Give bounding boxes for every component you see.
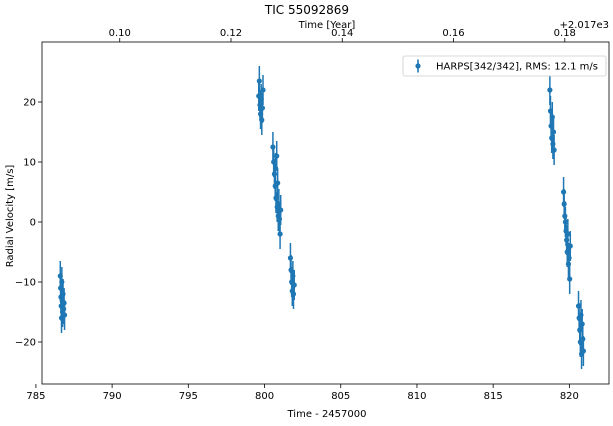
- top-tick-label: 0.10: [109, 28, 131, 39]
- top-axis-label: Time [Year]: [298, 20, 356, 31]
- data-marker: [290, 291, 297, 297]
- x-tick-label: 815: [484, 391, 503, 402]
- x-tick-label: 805: [331, 391, 350, 402]
- top-tick-label: 0.14: [331, 28, 353, 39]
- legend-box: [402, 55, 607, 77]
- data-marker: [565, 231, 571, 237]
- data-marker: [271, 171, 278, 177]
- y-tick-label: 0: [30, 218, 36, 229]
- data-marker: [278, 207, 284, 213]
- data-marker: [270, 144, 276, 150]
- top-tick-label: 0.12: [220, 28, 242, 39]
- y-axis-label: Radial Velocity [m/s]: [5, 165, 16, 268]
- x-tick-label: 800: [255, 391, 274, 402]
- data-marker: [260, 87, 266, 93]
- data-marker: [547, 87, 553, 93]
- data-point: [61, 300, 68, 330]
- legend-rms: 12.1 m/s: [554, 62, 598, 73]
- data-point: [551, 135, 557, 165]
- data-marker: [259, 105, 265, 111]
- data-marker: [567, 243, 573, 249]
- x-tick-label: 790: [103, 391, 122, 402]
- data-point: [565, 219, 571, 249]
- data-point: [291, 270, 297, 300]
- data-marker: [567, 276, 573, 282]
- axes-group: 785 790 795 800 805 810 815 820 −20 −10 0 10 20 0.10 0…: [15, 28, 579, 402]
- data-marker: [61, 312, 68, 318]
- data-point: [260, 75, 266, 105]
- x-tick-label: 810: [407, 391, 426, 402]
- data-marker: [275, 180, 281, 186]
- data-point: [567, 231, 573, 261]
- x-tick-label: 820: [560, 391, 579, 402]
- plot-frame: [41, 41, 610, 385]
- top-axis-offset: +2.017e3: [559, 20, 609, 31]
- y-tick-label: −10: [15, 278, 36, 289]
- data-marker: [551, 147, 557, 153]
- y-tick-label: 20: [23, 98, 36, 109]
- chart-title: TIC 55092869: [264, 3, 349, 17]
- data-point: [567, 264, 573, 294]
- legend-label: HARPS[342/342], RMS:: [436, 62, 551, 73]
- data-point: [580, 336, 586, 366]
- data-point: [275, 168, 281, 198]
- top-tick-label: 0.16: [442, 28, 464, 39]
- data-points-group: [57, 66, 586, 369]
- data-marker: [550, 129, 557, 135]
- data-marker: [274, 153, 280, 159]
- legend: HARPS[342/342], RMS: 12.1 m/s: [402, 55, 607, 77]
- data-marker: [291, 282, 297, 288]
- data-point: [274, 141, 280, 171]
- data-point: [278, 195, 284, 225]
- y-tick-label: −20: [15, 338, 36, 349]
- legend-marker-point: [415, 63, 421, 69]
- data-marker: [277, 231, 283, 237]
- x-axis-label: Time - 2457000: [287, 409, 367, 420]
- data-marker: [580, 348, 586, 354]
- x-tick-label: 785: [26, 391, 45, 402]
- top-tick-label: 0.18: [554, 28, 576, 39]
- y-tick-label: 10: [23, 158, 36, 169]
- data-marker: [256, 78, 262, 84]
- x-tick-label: 795: [179, 391, 198, 402]
